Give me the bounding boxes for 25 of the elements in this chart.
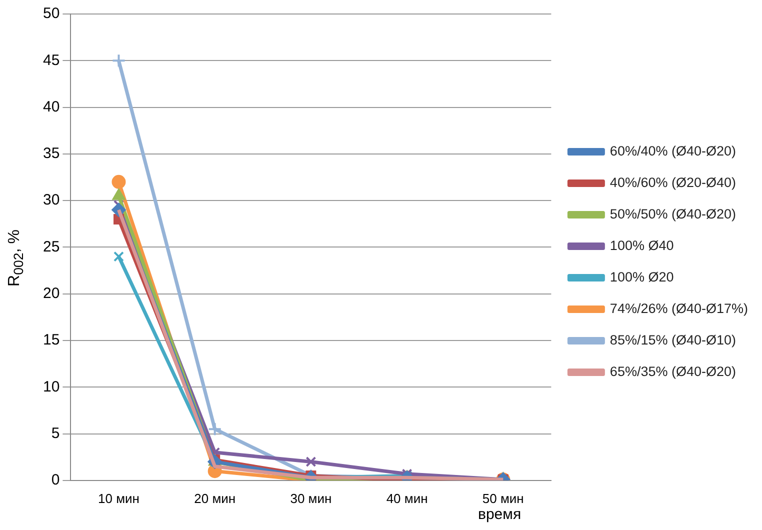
- legend-label: 100% Ø20: [610, 269, 674, 284]
- legend-label: 50%/50% (Ø40-Ø20): [610, 206, 736, 222]
- legend-label: 85%/15% (Ø40-Ø10): [610, 332, 736, 348]
- legend-label: 100% Ø40: [610, 238, 674, 253]
- y-tick-label: 45: [42, 52, 60, 69]
- x-tick-label: 40 мин: [386, 490, 428, 506]
- x-tick-label: 20 мин: [194, 490, 236, 506]
- legend-label: 74%/26% (Ø40-Ø17%): [610, 300, 748, 316]
- x-tick-label: 30 мин: [290, 490, 332, 506]
- x-axis-title: время: [478, 506, 522, 523]
- y-tick-label: 10: [42, 378, 60, 396]
- y-tick-label: 20: [42, 284, 60, 302]
- y-tick-label: 5: [51, 424, 60, 442]
- y-tick-label: 30: [42, 192, 60, 209]
- legend-label: 60%/40% (Ø40-Ø20): [610, 143, 736, 158]
- legend-label: 65%/35% (Ø40-Ø20): [610, 364, 736, 379]
- y-tick-label: 35: [42, 145, 60, 162]
- y-tick-label: 0: [51, 472, 60, 489]
- y-tick-label: 40: [42, 98, 60, 116]
- x-tick-label: 50 мин: [482, 490, 524, 506]
- x-tick-label: 10 мин: [98, 490, 140, 506]
- y-tick-label: 25: [42, 238, 60, 256]
- legend-label: 40%/60% (Ø20-Ø40): [610, 174, 736, 190]
- y-tick-label: 50: [42, 5, 60, 22]
- y-tick-label: 15: [42, 332, 60, 349]
